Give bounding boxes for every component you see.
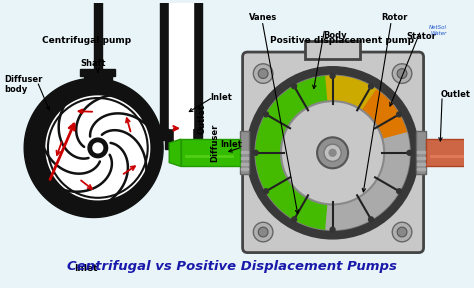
Circle shape xyxy=(255,75,410,230)
Text: Rotor: Rotor xyxy=(382,13,408,22)
Wedge shape xyxy=(326,133,409,230)
Bar xyxy=(416,131,426,174)
Circle shape xyxy=(324,144,341,161)
Circle shape xyxy=(292,217,297,222)
Circle shape xyxy=(369,217,374,222)
Text: NetSol
Water: NetSol Water xyxy=(429,25,447,36)
Circle shape xyxy=(392,222,412,242)
Circle shape xyxy=(264,112,268,117)
Polygon shape xyxy=(46,96,150,200)
Text: Outlet: Outlet xyxy=(440,90,470,98)
Circle shape xyxy=(392,64,412,83)
Circle shape xyxy=(397,189,401,194)
Polygon shape xyxy=(165,108,191,149)
Bar xyxy=(426,139,474,166)
Text: Inlet: Inlet xyxy=(221,141,243,149)
Circle shape xyxy=(253,222,273,242)
Circle shape xyxy=(258,227,268,237)
Bar xyxy=(181,139,240,166)
Bar xyxy=(305,41,360,59)
Bar xyxy=(417,151,425,153)
Circle shape xyxy=(281,101,384,204)
Circle shape xyxy=(264,189,268,194)
Text: Diffuser
body: Diffuser body xyxy=(4,75,42,94)
Circle shape xyxy=(397,227,407,237)
Circle shape xyxy=(330,73,335,78)
Text: Positive displacement pump: Positive displacement pump xyxy=(270,36,414,45)
Text: Inlet: Inlet xyxy=(74,264,98,273)
Circle shape xyxy=(330,227,335,232)
Wedge shape xyxy=(256,77,333,229)
Polygon shape xyxy=(169,1,193,128)
Text: Centrifugal vs Positive Displacement Pumps: Centrifugal vs Positive Displacement Pum… xyxy=(67,260,397,273)
Bar xyxy=(417,157,425,159)
Wedge shape xyxy=(326,76,376,153)
FancyBboxPatch shape xyxy=(243,52,424,253)
Circle shape xyxy=(253,64,273,83)
Polygon shape xyxy=(169,139,181,166)
Polygon shape xyxy=(80,69,116,75)
Circle shape xyxy=(93,143,103,153)
Polygon shape xyxy=(84,73,111,83)
Circle shape xyxy=(88,138,108,158)
Wedge shape xyxy=(333,90,407,153)
Polygon shape xyxy=(160,1,201,140)
Polygon shape xyxy=(24,78,163,217)
Circle shape xyxy=(253,150,258,155)
Text: Body: Body xyxy=(323,31,346,39)
Polygon shape xyxy=(174,117,191,140)
Circle shape xyxy=(397,112,401,117)
Bar xyxy=(240,131,249,174)
Polygon shape xyxy=(94,1,102,80)
Circle shape xyxy=(407,150,412,155)
Circle shape xyxy=(246,67,419,239)
Bar xyxy=(241,157,248,159)
Bar xyxy=(417,163,425,164)
Circle shape xyxy=(397,69,407,78)
Circle shape xyxy=(258,69,268,78)
Bar xyxy=(241,168,248,170)
Text: Inlet: Inlet xyxy=(210,92,232,102)
Circle shape xyxy=(292,84,297,89)
Circle shape xyxy=(369,84,374,89)
Circle shape xyxy=(317,137,348,168)
Bar xyxy=(417,168,425,170)
Text: Vanes: Vanes xyxy=(249,13,278,22)
Text: Shaft: Shaft xyxy=(80,59,106,68)
Bar xyxy=(241,163,248,164)
Bar xyxy=(241,151,248,153)
Text: Diffuser: Diffuser xyxy=(210,124,219,162)
Text: Outlet: Outlet xyxy=(198,104,207,134)
Circle shape xyxy=(329,149,336,156)
Text: Centrifugal pump: Centrifugal pump xyxy=(42,36,131,45)
Text: Stator: Stator xyxy=(406,33,436,41)
